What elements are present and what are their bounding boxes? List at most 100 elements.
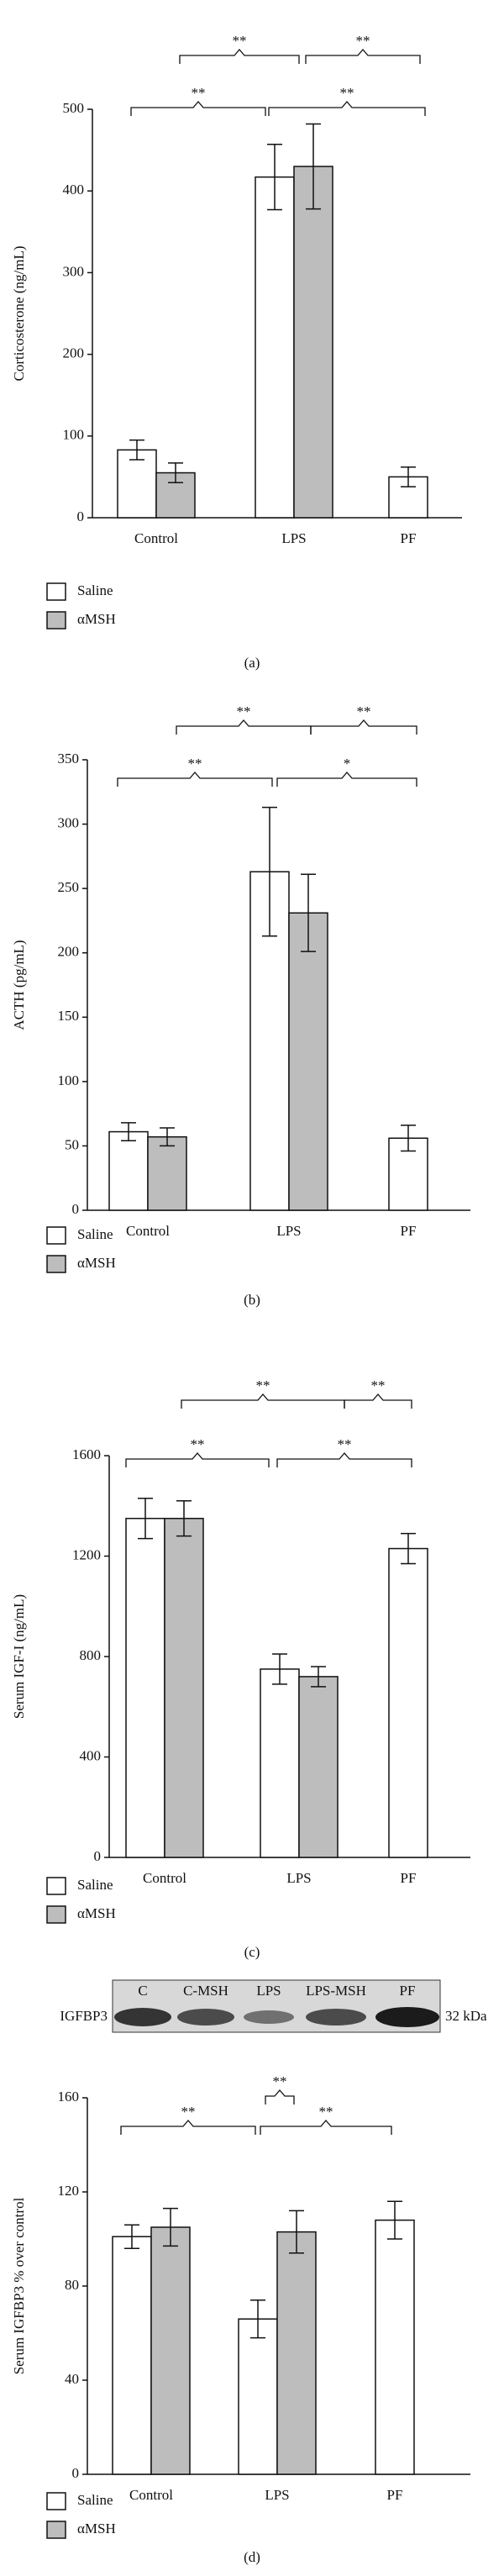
legend-label: αMSH <box>77 2521 116 2536</box>
legend-label: Saline <box>77 1877 113 1893</box>
y-axis-label: Corticosterone (ng/mL) <box>11 246 27 382</box>
error-bar <box>262 806 277 937</box>
x-tick-label: Control <box>129 2487 173 2503</box>
significance-bracket <box>117 772 273 787</box>
lane-label: LPS-MSH <box>306 1983 366 1999</box>
bar <box>276 2231 317 2475</box>
x-tick-label: Control <box>134 530 178 546</box>
x-tick-label: PF <box>401 1870 417 1886</box>
x-tick-label: PF <box>401 530 417 546</box>
blot-band <box>177 2009 234 2026</box>
legend-label: Saline <box>77 1226 113 1242</box>
x-tick-label: PF <box>401 1223 417 1239</box>
y-tick-label: 0 <box>72 1201 80 1217</box>
x-tick-label: LPS <box>286 1870 311 1886</box>
error-bar <box>401 1532 416 1565</box>
lane-label: PF <box>400 1983 416 1999</box>
legend-label: αMSH <box>77 1255 116 1271</box>
y-tick-label: 0 <box>94 1848 102 1864</box>
y-tick-label: 0 <box>72 2465 80 2481</box>
bar <box>112 2236 152 2475</box>
y-axis-label: ACTH (pg/mL) <box>11 940 27 1030</box>
y-tick-label: 160 <box>58 2089 80 2105</box>
bar <box>125 1517 165 1858</box>
error-bar <box>129 439 144 461</box>
blot-label: IGFBP3 <box>60 2008 108 2024</box>
y-tick-label: 1600 <box>72 1446 101 1462</box>
y-tick-label: 0 <box>77 508 85 524</box>
y-tick-label: 800 <box>80 1647 102 1663</box>
bar <box>293 166 333 519</box>
error-bar <box>272 1653 287 1685</box>
x-tick-label: Control <box>126 1223 170 1239</box>
legend-swatch <box>46 2492 66 2510</box>
significance-bracket <box>265 2089 295 2105</box>
y-tick-label: 1200 <box>72 1546 101 1562</box>
y-tick-label: 150 <box>58 1008 80 1024</box>
panel-label: (a) <box>244 655 260 671</box>
significance-bracket <box>130 101 266 116</box>
y-tick-label: 300 <box>58 814 80 830</box>
significance-label: ** <box>256 1378 270 1393</box>
legend-label: αMSH <box>77 611 116 627</box>
blot-band <box>114 2008 171 2026</box>
y-tick-label: 200 <box>63 345 85 361</box>
significance-label: * <box>344 756 351 772</box>
y-tick-label: 250 <box>58 879 80 895</box>
significance-label: ** <box>319 2104 333 2120</box>
bar <box>150 2226 191 2475</box>
y-tick-label: 80 <box>65 2277 79 2293</box>
error-bar <box>311 1666 326 1688</box>
significance-label: ** <box>191 1436 205 1452</box>
legend-swatch <box>46 1226 66 1245</box>
error-bar <box>387 2200 402 2240</box>
significance-bracket <box>305 49 421 64</box>
bar <box>147 1135 187 1211</box>
bar <box>260 1668 300 1858</box>
blot-size: 32 kDa <box>445 2008 487 2024</box>
panel-label: (b) <box>244 1292 260 1308</box>
significance-label: ** <box>233 33 247 49</box>
significance-bracket <box>276 1452 412 1467</box>
error-bar <box>401 1125 416 1152</box>
bar <box>388 1547 428 1858</box>
y-tick-label: 200 <box>58 944 80 960</box>
bar <box>255 176 295 519</box>
significance-label: ** <box>237 703 251 719</box>
y-axis-label: Serum IGFBP3 % over control <box>11 2197 27 2374</box>
error-bar <box>163 2207 178 2247</box>
blot-band <box>306 2009 366 2026</box>
blot: IGFBP3 32 kDa C C-MSH LPS LPS-MSH PF <box>60 1979 487 2033</box>
lane-label: C <box>138 1983 147 1999</box>
y-tick-label: 400 <box>80 1747 102 1763</box>
error-bar <box>306 123 321 210</box>
error-bar <box>121 1122 136 1142</box>
significance-bracket <box>344 1393 412 1409</box>
significance-label: ** <box>188 756 202 772</box>
blot-band <box>375 2007 439 2027</box>
error-bar <box>301 873 316 952</box>
bar <box>288 912 328 1211</box>
legend-label: Saline <box>77 582 113 598</box>
x-tick-label: PF <box>387 2487 403 2503</box>
bar <box>298 1676 339 1858</box>
significance-label: ** <box>273 2073 287 2089</box>
blot-band <box>244 2010 294 2024</box>
error-bar <box>138 1498 153 1540</box>
bar <box>375 2219 415 2475</box>
x-tick-label: LPS <box>265 2487 289 2503</box>
significance-label: ** <box>340 85 354 101</box>
significance-label: ** <box>357 703 371 719</box>
x-tick-label: LPS <box>281 530 306 546</box>
error-bar <box>289 2210 304 2254</box>
y-tick-label: 300 <box>63 263 85 279</box>
y-tick-label: 100 <box>58 1072 80 1088</box>
legend-swatch <box>46 1877 66 1895</box>
y-tick-label: 120 <box>58 2183 80 2199</box>
significance-label: ** <box>192 85 206 101</box>
error-bar <box>124 2224 139 2249</box>
error-bar <box>160 1127 175 1147</box>
error-bar <box>168 462 183 483</box>
legend-swatch <box>46 1255 66 1273</box>
